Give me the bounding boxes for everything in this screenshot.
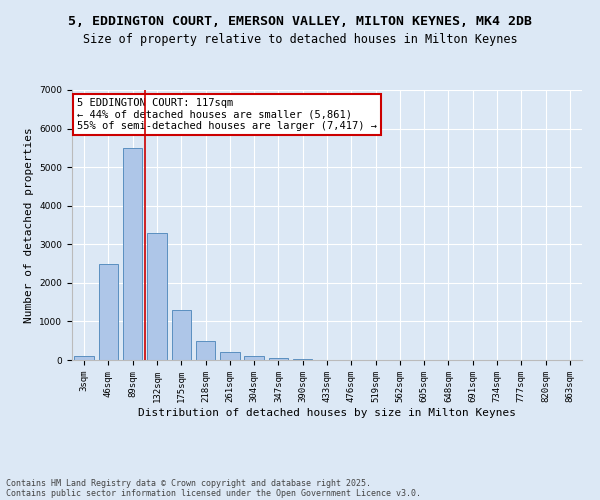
- Bar: [293, 359, 313, 360]
- Y-axis label: Number of detached properties: Number of detached properties: [24, 127, 34, 323]
- Bar: [172, 310, 191, 360]
- Text: Contains HM Land Registry data © Crown copyright and database right 2025.: Contains HM Land Registry data © Crown c…: [6, 478, 371, 488]
- Bar: [269, 358, 288, 360]
- Bar: [74, 356, 94, 360]
- Text: Contains public sector information licensed under the Open Government Licence v3: Contains public sector information licen…: [6, 488, 421, 498]
- Bar: [99, 264, 118, 360]
- Bar: [147, 232, 167, 360]
- X-axis label: Distribution of detached houses by size in Milton Keynes: Distribution of detached houses by size …: [138, 408, 516, 418]
- Text: Size of property relative to detached houses in Milton Keynes: Size of property relative to detached ho…: [83, 32, 517, 46]
- Text: 5, EDDINGTON COURT, EMERSON VALLEY, MILTON KEYNES, MK4 2DB: 5, EDDINGTON COURT, EMERSON VALLEY, MILT…: [68, 15, 532, 28]
- Text: 5 EDDINGTON COURT: 117sqm
← 44% of detached houses are smaller (5,861)
55% of se: 5 EDDINGTON COURT: 117sqm ← 44% of detac…: [77, 98, 377, 132]
- Bar: [220, 352, 239, 360]
- Bar: [196, 342, 215, 360]
- Bar: [244, 356, 264, 360]
- Bar: [123, 148, 142, 360]
